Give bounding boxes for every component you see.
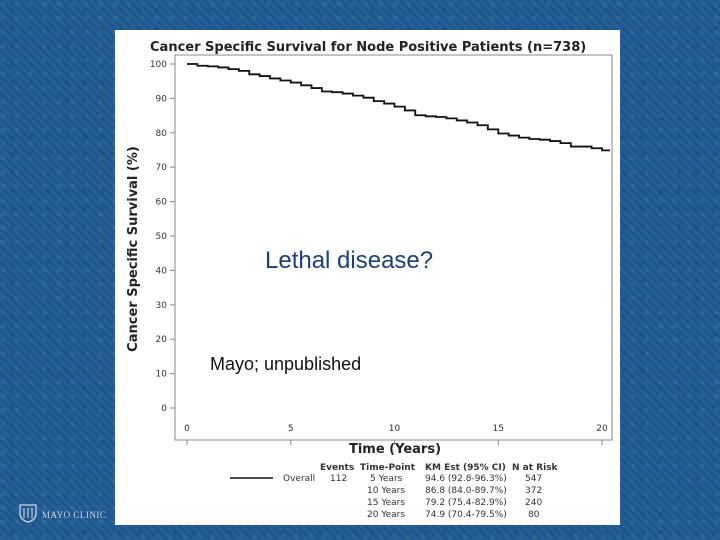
y-tick-label: 0	[161, 404, 167, 414]
x-tick-label: 20	[596, 424, 608, 434]
y-axis-ticks: 0 10 20 30 40 50 60 70 80 90 100	[150, 60, 175, 414]
x-tick-label: 15	[493, 424, 504, 434]
y-tick-label: 40	[156, 266, 168, 276]
table-row-time: 15 Years	[367, 498, 405, 508]
table-row-km: 79.2 (75.4-82.9%)	[425, 498, 507, 508]
chart-panel: Cancer Specific Survival for Node Positi…	[115, 30, 620, 525]
table-row-km: 74.9 (70.4-79.5%)	[425, 510, 507, 520]
table-row-n: 372	[525, 486, 542, 496]
table-header-timepoint: Time-Point	[360, 463, 416, 473]
mayo-clinic-logo: MAYO CLINIC	[18, 503, 107, 527]
y-tick-label: 50	[156, 232, 168, 242]
y-tick-label: 90	[156, 94, 168, 104]
table-header-n-at-risk: N at Risk	[512, 463, 559, 473]
y-tick-label: 20	[156, 335, 168, 345]
table-row-n: 240	[525, 498, 542, 508]
series-layer	[187, 63, 610, 152]
y-tick-label: 10	[156, 370, 168, 380]
table-row-time: 10 Years	[367, 486, 405, 496]
table-row-n: 80	[528, 510, 540, 520]
table-group: Overall	[283, 474, 315, 484]
series-line-overall	[187, 63, 610, 152]
mayo-shield-icon	[18, 503, 38, 527]
y-tick-label: 70	[156, 163, 168, 173]
table-row-km: 86.8 (84.0-89.7%)	[425, 486, 507, 496]
logo-text: MAYO CLINIC	[42, 510, 107, 520]
table-row-km: 94.6 (92.8-96.3%)	[425, 474, 507, 484]
table-events: 112	[330, 474, 347, 484]
x-tick-label: 10	[389, 424, 401, 434]
km-summary-table: Events Time-Point KM Est (95% CI) N at R…	[230, 463, 559, 520]
y-tick-label: 60	[156, 198, 168, 208]
table-row-time: 5 Years	[370, 474, 403, 484]
table-header-km: KM Est (95% CI)	[425, 463, 506, 473]
x-axis-label: Time (Years)	[349, 442, 441, 457]
table-row-n: 547	[525, 474, 542, 484]
chart-title: Cancer Specific Survival for Node Positi…	[150, 40, 586, 55]
plot-frame	[174, 54, 613, 441]
x-tick-label: 0	[184, 424, 190, 434]
y-tick-label: 30	[156, 301, 168, 311]
y-tick-label: 80	[156, 129, 168, 139]
y-axis-label: Cancer Specific Survival (%)	[126, 146, 141, 352]
x-tick-label: 5	[288, 424, 294, 434]
x-axis-ticks: 0 5 10 15 20	[184, 424, 608, 445]
overlay-source: Mayo; unpublished	[210, 354, 361, 374]
y-tick-label: 100	[150, 60, 167, 70]
overlay-question: Lethal disease?	[265, 247, 433, 274]
table-row-time: 20 Years	[367, 510, 405, 520]
table-header-events: Events	[320, 463, 354, 473]
km-survival-chart: Cancer Specific Survival for Node Positi…	[126, 40, 613, 520]
